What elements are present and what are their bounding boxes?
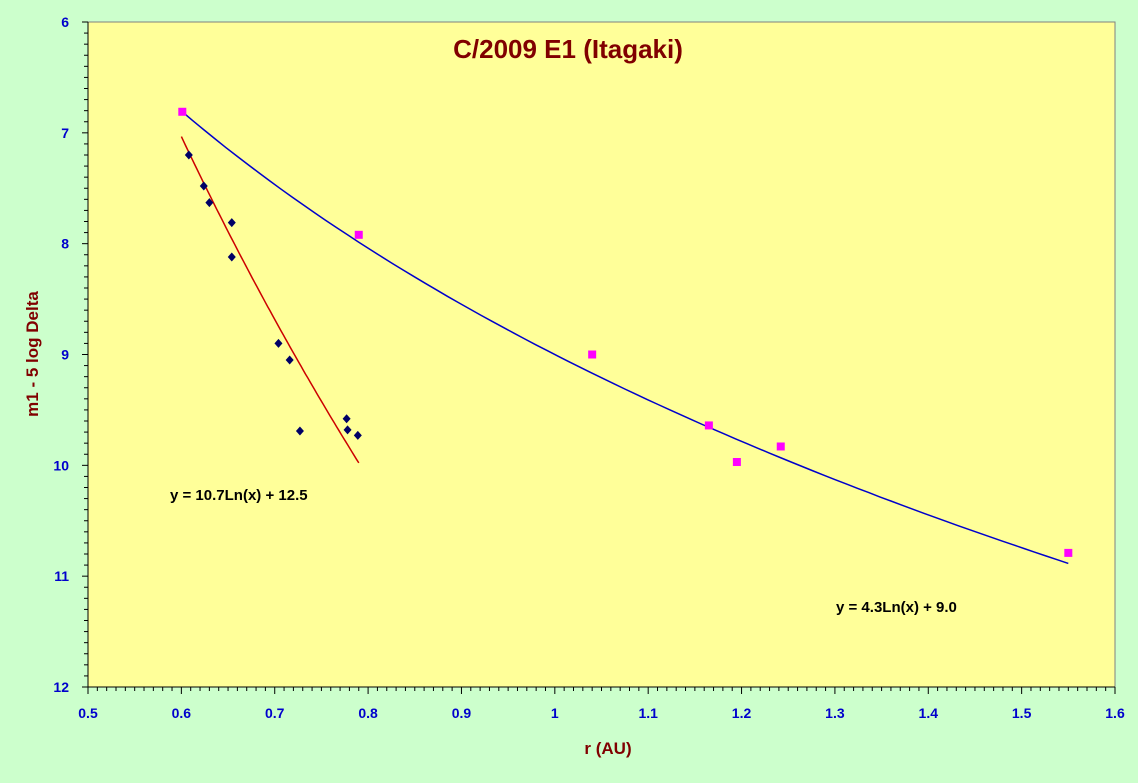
navy-diamond-point	[274, 338, 283, 348]
navy-diamond-point	[343, 425, 352, 435]
x-tick-label: 1.4	[919, 705, 939, 721]
y-tick-label: 11	[54, 568, 69, 584]
x-tick-label: 0.8	[358, 705, 378, 721]
x-tick-label: 1	[551, 705, 559, 721]
magenta-square-point	[178, 107, 187, 116]
x-tick-label: 1.5	[1012, 705, 1032, 721]
navy-diamond-point	[205, 198, 214, 208]
trendlines	[180, 110, 1069, 565]
navy-diamond-point	[295, 426, 304, 436]
navy-diamond-point	[199, 181, 208, 191]
x-tick-label: 1.3	[825, 705, 845, 721]
x-tick-label: 0.6	[172, 705, 192, 721]
navy-diamond-point	[285, 355, 294, 365]
red-fit-equation: y = 10.7Ln(x) + 12.5	[170, 487, 308, 504]
y-tick-label: 9	[61, 347, 69, 363]
magenta-square-point	[588, 350, 597, 359]
navy-diamond-point	[184, 150, 193, 160]
navy-diamond-point	[227, 252, 236, 262]
axes: 0.5 0.6 0.7 0.8 0.9 1 1.1 1.2 1.3 1.4 1.5 1.6 6 7 8 9 10…	[53, 14, 1125, 721]
chart-title: C/2009 E1 (Itagaki)	[453, 34, 683, 64]
magenta-square-point	[732, 458, 741, 467]
y-tick-label: 8	[61, 236, 69, 252]
navy-diamond-point	[353, 430, 362, 440]
navy-diamond-point	[342, 414, 351, 424]
magenta-square-point	[776, 442, 785, 451]
blue-fit-line	[180, 110, 1069, 565]
plot-area	[87, 21, 1116, 688]
x-tick-label: 1.2	[732, 705, 752, 721]
x-tick-label: 1.6	[1105, 705, 1125, 721]
magenta-square-point	[354, 230, 363, 239]
navy-diamond-point	[227, 218, 236, 228]
y-axis-label: m1 - 5 log Delta	[23, 291, 42, 417]
x-tick-label: 0.7	[265, 705, 285, 721]
y-tick-label: 6	[61, 14, 69, 30]
y-tick-label: 7	[61, 125, 69, 141]
x-tick-label: 0.5	[78, 705, 98, 721]
y-tick-label: 12	[53, 679, 69, 695]
red-fit-line	[180, 136, 360, 464]
x-tick-label: 0.9	[452, 705, 472, 721]
y-tick-label: 10	[53, 457, 69, 473]
data-points	[178, 107, 1073, 557]
x-tick-label: 1.1	[638, 705, 658, 721]
blue-fit-equation: y = 4.3Ln(x) + 9.0	[836, 599, 957, 616]
magenta-square-point	[1064, 548, 1073, 557]
x-axis-label: r (AU)	[584, 739, 631, 758]
magenta-square-point	[704, 421, 713, 430]
